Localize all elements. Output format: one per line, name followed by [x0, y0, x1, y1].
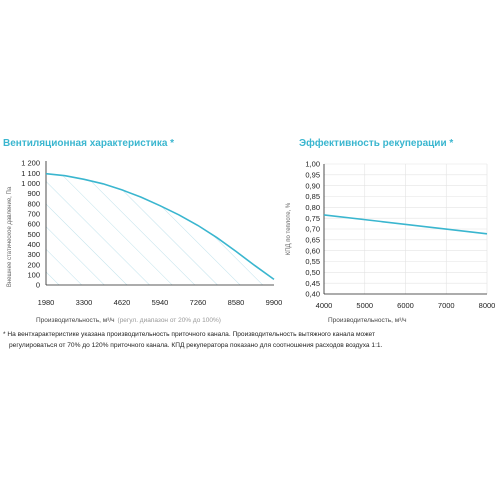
recovery-y-tick: 0,60 [305, 246, 320, 255]
recovery-series-line [323, 214, 488, 235]
recovery-chart: 0,40 0,45 0,50 0,55 0,60 0,650,70 0,75 0,80 0,85… [286, 160, 496, 324]
recovery-y-axis-label: КПД по теплоте, % [286, 202, 292, 255]
ventilation-x-tick: 4620 [114, 298, 131, 307]
recovery-y-tick: 0,85 [305, 192, 320, 201]
recovery-y-tick: 1,00 [305, 160, 320, 169]
recovery-y-tick: 0,80 [305, 203, 320, 212]
ventilation-x-tick: 7260 [190, 298, 207, 307]
ventilation-y-axis-label: Внешнее статическое давление, Па [7, 186, 13, 287]
recovery-x-tick: 5000 [356, 301, 373, 310]
recovery-y-tick: 0,55 [305, 257, 320, 266]
ventilation-x-tick: 1980 [38, 298, 55, 307]
ventilation-x-tick: 8580 [228, 298, 245, 307]
ventilation-chart-title: Вентиляционная характеристика * [3, 138, 175, 149]
ventilation-x-tick: 3300 [76, 298, 93, 307]
ventilation-y-tick: 500 [27, 230, 40, 239]
footnote-line-2: регулироваться от 70% до 120% приточного… [9, 342, 383, 349]
recovery-y-tick: 0,65 [305, 235, 320, 244]
ventilation-y-tick: 1 000 [21, 179, 40, 188]
ventilation-y-tick: 700 [27, 209, 40, 218]
recovery-y-tick: 0,95 [305, 170, 320, 179]
recovery-y-tick: 0,90 [305, 181, 320, 190]
ventilation-x-axis-label-main: Производительность, м³/ч [36, 317, 115, 324]
ventilation-y-tick: 900 [27, 189, 40, 198]
recovery-x-tick: 7000 [438, 301, 455, 310]
recovery-y-tick: 0,75 [305, 214, 320, 223]
recovery-chart-title: Эффективность рекуперации * [299, 138, 454, 149]
ventilation-x-tick: 5940 [152, 298, 169, 307]
recovery-y-tick: 0,50 [305, 268, 320, 277]
ventilation-y-tick: 0 [36, 281, 40, 290]
ventilation-y-tick: 300 [27, 250, 40, 259]
recovery-y-tick: 0,40 [305, 290, 320, 299]
ventilation-y-tick: 1 200 [21, 159, 40, 168]
ventilation-y-tick: 400 [27, 240, 40, 249]
footnote-line-1: * На вентхарактеристике указана производ… [3, 331, 376, 338]
ventilation-x-axis-label: Производительность, м³/ч (регул. диапазон… [36, 317, 221, 324]
ventilation-x-tick: 9900 [266, 298, 283, 307]
recovery-y-tick: 0,45 [305, 279, 320, 288]
recovery-y-tick: 0,70 [305, 225, 320, 234]
recovery-x-tick: 8000 [479, 301, 496, 310]
ventilation-area [46, 173, 274, 285]
ventilation-y-tick: 1 100 [21, 169, 40, 178]
recovery-x-tick: 4000 [316, 301, 333, 310]
recovery-x-tick: 6000 [397, 301, 414, 310]
ventilation-y-tick: 200 [27, 260, 40, 269]
ventilation-y-tick: 100 [27, 270, 40, 279]
recovery-x-axis-label: Производительность, м³/ч [328, 317, 407, 324]
ventilation-y-tick: 800 [27, 199, 40, 208]
ventilation-x-axis-label-note: (регул. диапазон от 20% до 100%) [118, 317, 221, 324]
ventilation-y-tick: 600 [27, 220, 40, 229]
footnote: * На вентхарактеристике указана производ… [3, 329, 498, 351]
